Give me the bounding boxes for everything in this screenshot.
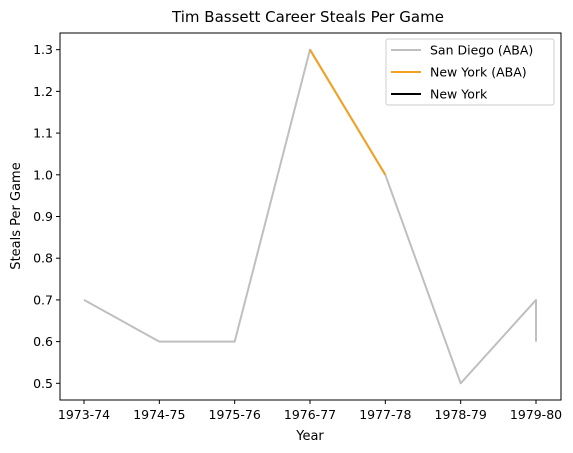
y-tick-label: 0.8 [33, 251, 53, 266]
legend-label: New York [430, 87, 488, 102]
y-tick-label: 1.2 [33, 84, 53, 99]
y-tick-label: 0.5 [33, 376, 53, 391]
x-tick-label: 1978-79 [435, 407, 487, 422]
x-tick-label: 1977-78 [359, 407, 411, 422]
y-axis-title: Steals Per Game [9, 162, 24, 269]
series-line-1 [309, 49, 387, 176]
legend-frame [385, 38, 555, 106]
y-tick-label: 0.6 [33, 334, 53, 349]
legend-label: New York (ABA) [430, 65, 527, 80]
x-axis-title: Year [295, 429, 324, 444]
x-tick-label: 1975-76 [209, 407, 261, 422]
legend: San Diego (ABA) New York (ABA) New York [385, 38, 555, 106]
y-tick-label: 1.1 [33, 126, 53, 141]
y-tick-label: 1.3 [33, 42, 53, 57]
plot-area [83, 48, 537, 385]
y-tick-label: 1.0 [33, 167, 53, 182]
x-tick-label: 1973-74 [58, 407, 110, 422]
chart-title: Tim Bassett Career Steals Per Game [171, 8, 444, 26]
x-tick-label: 1974-75 [133, 407, 185, 422]
y-tick-label: 0.9 [33, 209, 53, 224]
legend-label: San Diego (ABA) [430, 43, 533, 58]
axes: 0.5 0.6 0.7 0.8 0.9 1.0 1.1 1.2 1.3 1973-74 1974-7… [33, 32, 562, 422]
y-tick-label: 0.7 [33, 292, 53, 307]
x-tick-label: 1979-80 [510, 407, 562, 422]
x-tick-label: 1976-77 [284, 407, 336, 422]
